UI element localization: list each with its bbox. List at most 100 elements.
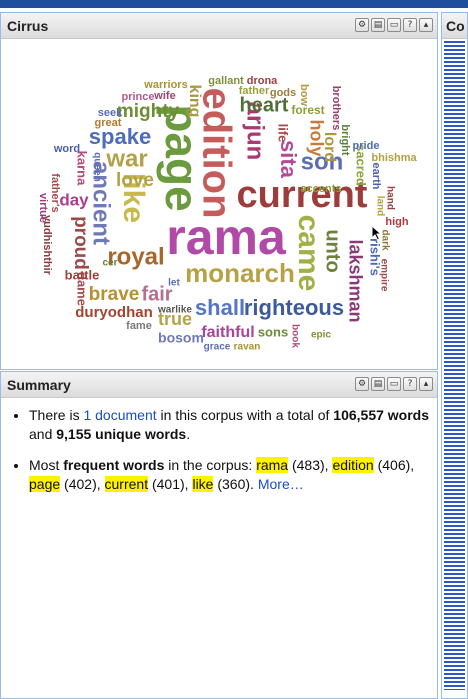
cloud-word-brave[interactable]: brave — [89, 284, 140, 305]
cloud-word-earth[interactable]: earth — [370, 163, 382, 190]
cloud-word-monarch[interactable]: monarch — [185, 258, 295, 288]
frequent-word-edition[interactable]: edition — [332, 457, 374, 473]
more-link[interactable]: More… — [257, 476, 304, 492]
cloud-word-gallant[interactable]: gallant — [208, 75, 244, 87]
help-icon[interactable]: ? — [403, 18, 417, 32]
frequent-word-page[interactable]: page — [29, 476, 61, 492]
cloud-word-yudhishthir[interactable]: yudhishthir — [41, 215, 53, 276]
cloud-word-karna[interactable]: karna — [75, 151, 90, 186]
gear-icon[interactable]: ⚙ — [355, 377, 369, 391]
cloud-word-land[interactable]: land — [374, 196, 385, 217]
maximize-icon[interactable]: ▭ — [387, 377, 401, 391]
cloud-word-faithful[interactable]: faithful — [201, 324, 254, 341]
cloud-word-holy[interactable]: holy — [306, 119, 326, 156]
cloud-word-accents[interactable]: accents — [301, 183, 342, 195]
cloud-word-fair[interactable]: fair — [141, 283, 172, 305]
cloud-word-war[interactable]: war — [105, 145, 147, 172]
cloud-word-shall[interactable]: shall — [195, 295, 245, 320]
cloud-word-page[interactable]: page — [156, 104, 208, 211]
right-panel-content — [444, 41, 465, 690]
cloud-word-bosom[interactable]: bosom — [158, 330, 204, 346]
save-icon[interactable]: ▤ — [371, 377, 385, 391]
text: . — [186, 426, 191, 442]
cloud-word-cer[interactable]: cer — [102, 258, 117, 269]
cloud-word-let[interactable]: let — [168, 278, 180, 289]
cloud-word-lakshman[interactable]: lakshman — [345, 239, 365, 322]
cloud-word-lord[interactable]: lord — [321, 132, 338, 162]
cloud-word-fathers[interactable]: father's — [49, 173, 61, 212]
cloud-word-warriors[interactable]: warriors — [143, 79, 187, 91]
cloud-word-arjun[interactable]: arjun — [242, 102, 269, 161]
cloud-word-righteous[interactable]: righteous — [244, 295, 344, 320]
cloud-word-mighty[interactable]: mighty — [117, 101, 180, 122]
cloud-word-edition[interactable]: edition — [194, 87, 238, 218]
cloud-word-life[interactable]: life — [276, 124, 291, 143]
collapse-icon[interactable]: ▴ — [419, 377, 433, 391]
cloud-word-rishis[interactable]: rishi's — [368, 238, 383, 276]
cloud-word-dame[interactable]: dame — [75, 272, 90, 306]
cloud-word-pride[interactable]: pride — [353, 140, 380, 152]
cloud-word-word[interactable]: word — [53, 143, 80, 155]
cloud-word-forest[interactable]: forest — [291, 103, 324, 117]
cloud-word-came[interactable]: came — [292, 215, 325, 292]
mouse-cursor-icon — [371, 225, 383, 241]
cloud-word-son[interactable]: son — [301, 148, 344, 175]
cloud-word-duryodhan[interactable]: duryodhan — [75, 304, 153, 321]
cloud-word-true[interactable]: true — [158, 309, 192, 329]
cloud-word-battle[interactable]: battle — [65, 267, 100, 282]
cloud-word-like[interactable]: like — [117, 173, 150, 223]
cloud-word-sacred[interactable]: sacred — [354, 144, 369, 186]
cloud-word-ravan[interactable]: ravan — [234, 342, 261, 353]
frequent-word-current[interactable]: current — [104, 476, 149, 492]
frequent-word-count: (401), — [148, 476, 193, 492]
cloud-word-warlike[interactable]: warlike — [157, 305, 192, 316]
cloud-word-queen[interactable]: queen — [91, 152, 102, 181]
cloud-word-great[interactable]: great — [95, 117, 122, 129]
cloud-word-bhishma[interactable]: bhishma — [371, 152, 417, 164]
cloud-word-royal[interactable]: royal — [107, 243, 164, 270]
cloud-word-bright[interactable]: bright — [339, 124, 351, 155]
cloud-word-brothers[interactable]: brothers — [330, 86, 342, 131]
save-icon[interactable]: ▤ — [371, 18, 385, 32]
words-label: words — [387, 407, 430, 423]
frequent-word-rama[interactable]: rama — [256, 457, 289, 473]
frequent-word-count: (360). — [213, 476, 258, 492]
cloud-word-spake[interactable]: spake — [89, 124, 151, 149]
cloud-word-book[interactable]: book — [289, 324, 300, 348]
cloud-word-grace[interactable]: grace — [204, 342, 231, 353]
cloud-word-unto[interactable]: unto — [322, 229, 344, 272]
cloud-word-ancient[interactable]: ancient — [88, 161, 115, 245]
cloud-word-dark[interactable]: dark — [379, 229, 390, 251]
cloud-word-empire[interactable]: empire — [378, 259, 389, 292]
frequent-word-like[interactable]: like — [192, 476, 214, 492]
cloud-word-day[interactable]: day — [59, 190, 89, 209]
frequent-word-count: (406), — [373, 457, 415, 473]
collapse-icon[interactable]: ▴ — [419, 18, 433, 32]
cloud-word-epic[interactable]: epic — [311, 330, 331, 341]
cloud-word-high[interactable]: high — [385, 216, 408, 228]
text: in the corpus: — [164, 457, 257, 473]
cloud-word-bow[interactable]: bow — [298, 84, 310, 106]
cloud-word-proud[interactable]: proud — [70, 216, 91, 270]
cloud-word-gods[interactable]: gods — [270, 87, 296, 99]
cloud-word-heart[interactable]: heart — [240, 94, 289, 116]
maximize-icon[interactable]: ▭ — [387, 18, 401, 32]
cloud-word-fame[interactable]: fame — [126, 320, 152, 332]
gear-icon[interactable]: ⚙ — [355, 18, 369, 32]
cloud-word-sons[interactable]: sons — [258, 324, 288, 339]
cloud-word-wife[interactable]: wife — [153, 90, 175, 102]
cloud-word-current[interactable]: current — [237, 174, 368, 216]
cloud-word-love[interactable]: love — [116, 170, 154, 191]
summary-title: Summary — [7, 377, 71, 393]
cloud-word-sita[interactable]: sita — [276, 140, 301, 179]
cloud-word-drona[interactable]: drona — [247, 75, 278, 87]
cloud-word-hand[interactable]: hand — [384, 186, 395, 210]
cloud-word-seek[interactable]: seek — [98, 107, 123, 119]
cloud-word-father[interactable]: father — [239, 85, 270, 97]
document-link[interactable]: 1 document — [83, 407, 157, 423]
cloud-word-king[interactable]: king — [186, 85, 203, 118]
cloud-word-prince[interactable]: prince — [121, 91, 154, 103]
cloud-word-rama[interactable]: rama — [166, 209, 287, 265]
help-icon[interactable]: ? — [403, 377, 417, 391]
cloud-word-virtue[interactable]: virtue — [37, 193, 49, 223]
